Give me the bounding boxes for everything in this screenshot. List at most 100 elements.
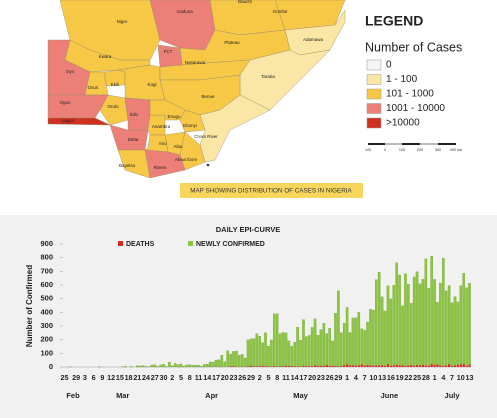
x-tick-label: 20 <box>308 373 316 382</box>
bar-segment <box>412 276 416 366</box>
bar-segment <box>182 365 186 367</box>
bar-segment <box>246 366 250 367</box>
bar-segment <box>442 366 445 367</box>
bar-segment <box>348 332 352 366</box>
bar-segment <box>456 301 460 365</box>
bar-segment <box>401 365 404 367</box>
scale-label: 200 <box>417 148 423 152</box>
bar-segment <box>450 302 454 367</box>
bar-segment <box>409 303 413 366</box>
x-tick-label: 1 <box>345 373 349 382</box>
bar-segment <box>220 355 224 367</box>
bar-segment <box>462 363 465 367</box>
bar-segment <box>421 279 425 365</box>
bar-segment <box>203 364 206 368</box>
state-label: Enugu <box>167 114 181 119</box>
bar-segment <box>328 366 331 367</box>
bar-segment <box>325 333 329 366</box>
legend-swatch <box>366 59 382 71</box>
legend-label: 0 <box>386 60 392 71</box>
x-tick-label: 11 <box>195 373 203 382</box>
x-tick-label: 9 <box>100 373 104 382</box>
state-label: Bauchi <box>238 0 252 4</box>
legend-label: 101 - 1000 <box>386 89 434 100</box>
bar-segment <box>229 366 232 367</box>
state-label: Osun <box>88 85 99 90</box>
bar-segment <box>366 365 369 367</box>
x-tick-label: 20 <box>221 373 229 382</box>
x-tick-label: 24 <box>142 373 150 382</box>
bar-segment <box>322 323 326 367</box>
y-axis-label: Number of Confirmed <box>25 265 34 347</box>
x-tick-label: 30 <box>160 373 168 382</box>
bar-segment <box>337 290 340 367</box>
bar-segment <box>302 365 305 367</box>
state-region <box>199 94 271 163</box>
bar-segment <box>255 366 258 367</box>
state-label: Kogi <box>147 82 156 87</box>
bar-segment <box>138 365 142 368</box>
x-tick-label: 27 <box>151 373 159 382</box>
bar-segment <box>226 350 229 367</box>
bar-segment <box>299 340 302 367</box>
bar-segment <box>468 283 471 365</box>
x-tick-label: 1 <box>433 373 437 382</box>
map: Niger Kaduna Bauchi Gombe Adamawa Plateau FCT K… <box>47 0 346 179</box>
bar-segment <box>404 366 407 367</box>
month-label: Feb <box>66 391 80 400</box>
bar-segment <box>293 366 296 367</box>
bar-segment <box>194 365 197 368</box>
scale-label: 0 <box>384 148 386 152</box>
bar-segment <box>351 365 355 367</box>
bar-segment <box>351 317 355 366</box>
x-tick-label: 22 <box>404 373 412 382</box>
bar-segment <box>342 323 346 366</box>
bar-segment <box>410 365 413 367</box>
state-label: Cross River <box>194 134 218 139</box>
bar-segment <box>340 332 343 367</box>
bar-segment <box>188 364 192 367</box>
bar-segment <box>427 365 430 367</box>
x-tick-label: 14 <box>203 373 211 382</box>
bar-segment <box>284 332 288 367</box>
state-region <box>117 149 151 179</box>
bar-segment <box>217 359 221 367</box>
bar-segment <box>287 340 291 367</box>
state-label: Akwa Ibom <box>175 157 198 162</box>
scale-label: 100 <box>365 148 371 152</box>
bar-segment <box>389 298 393 366</box>
bar-segment <box>395 262 398 365</box>
bar-segment <box>281 332 285 367</box>
bar-segment <box>444 290 448 366</box>
state-label: Oyo <box>66 69 75 74</box>
x-tick-label: 13 <box>378 373 386 382</box>
legend-subtitle: Number of Cases <box>365 40 462 54</box>
x-tick-label: 17 <box>212 373 220 382</box>
x-tick-label: 7 <box>450 373 454 382</box>
bar-segment <box>238 355 241 368</box>
bar-segment <box>360 364 363 367</box>
x-tick-label: 11 <box>282 373 290 382</box>
bar-segment <box>354 317 358 366</box>
bar-segment <box>456 364 460 367</box>
bar-segment <box>275 313 279 367</box>
x-tick-label: 25 <box>60 373 68 382</box>
bar-segment <box>264 366 267 367</box>
x-tick-label: 23 <box>229 373 237 382</box>
x-tick-label: 13 <box>466 373 474 382</box>
bar-segment <box>258 366 261 367</box>
bar-segment <box>328 328 331 367</box>
bar-segment <box>136 365 139 368</box>
bar-segment <box>124 366 127 368</box>
bar-segment <box>433 364 436 367</box>
bar-segment <box>372 365 375 367</box>
x-tick-label: 29 <box>334 373 342 382</box>
scale-bar-segment <box>420 143 438 145</box>
bar-segment <box>293 342 296 367</box>
bar-segment <box>165 366 168 368</box>
state-label: Anambra <box>152 124 171 129</box>
legend-swatch <box>188 241 193 246</box>
bar-segment <box>442 257 445 367</box>
state-region <box>149 99 186 121</box>
bar-segment <box>313 318 317 366</box>
